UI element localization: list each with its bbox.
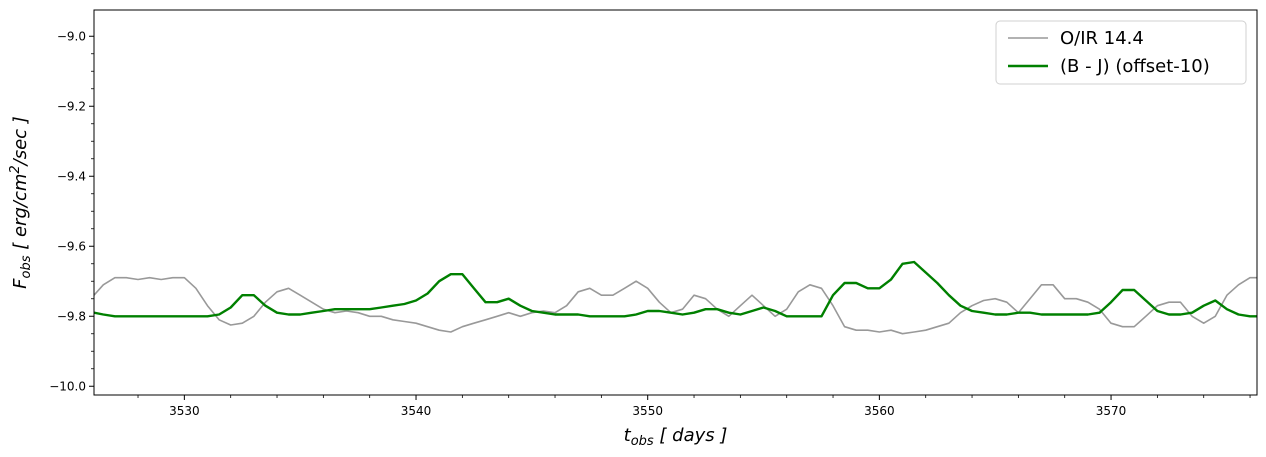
y-tick-label: −9.4: [57, 169, 86, 183]
series-layer: [94, 260, 1257, 335]
y-tick-label: −10.0: [49, 379, 86, 393]
x-axis-label: tobs [ days ]: [624, 425, 728, 449]
legend-label: O/IR 14.4: [1060, 28, 1144, 49]
series-line-1: [94, 276, 1257, 335]
x-tick-label: 3560: [864, 404, 895, 418]
y-axis-label: Fobs [ erg/cm2/sec ]: [8, 116, 34, 289]
y-axis: −9.0 −9.2 −9.4 −9.6 −9.8 −10.0: [49, 29, 94, 393]
x-axis: 3530 3540 3550 3560 3570: [137, 395, 1251, 418]
legend-box: [995, 20, 1247, 85]
legend: O/IR 14.4 (B - J) (offset-10): [995, 20, 1247, 85]
y-tick-label: −9.6: [57, 239, 86, 253]
x-tick-label: 3530: [169, 404, 200, 418]
series-line-2: [94, 260, 1257, 318]
x-tick-label: 3540: [401, 404, 432, 418]
plot-frame: [93, 9, 1258, 396]
y-tick-label: −9.2: [57, 99, 86, 113]
legend-label: (B - J) (offset-10): [1060, 56, 1210, 77]
y-tick-label: −9.0: [57, 29, 86, 43]
x-tick-label: 3550: [632, 404, 663, 418]
x-tick-label: 3570: [1096, 404, 1127, 418]
y-tick-label: −9.8: [57, 309, 86, 323]
